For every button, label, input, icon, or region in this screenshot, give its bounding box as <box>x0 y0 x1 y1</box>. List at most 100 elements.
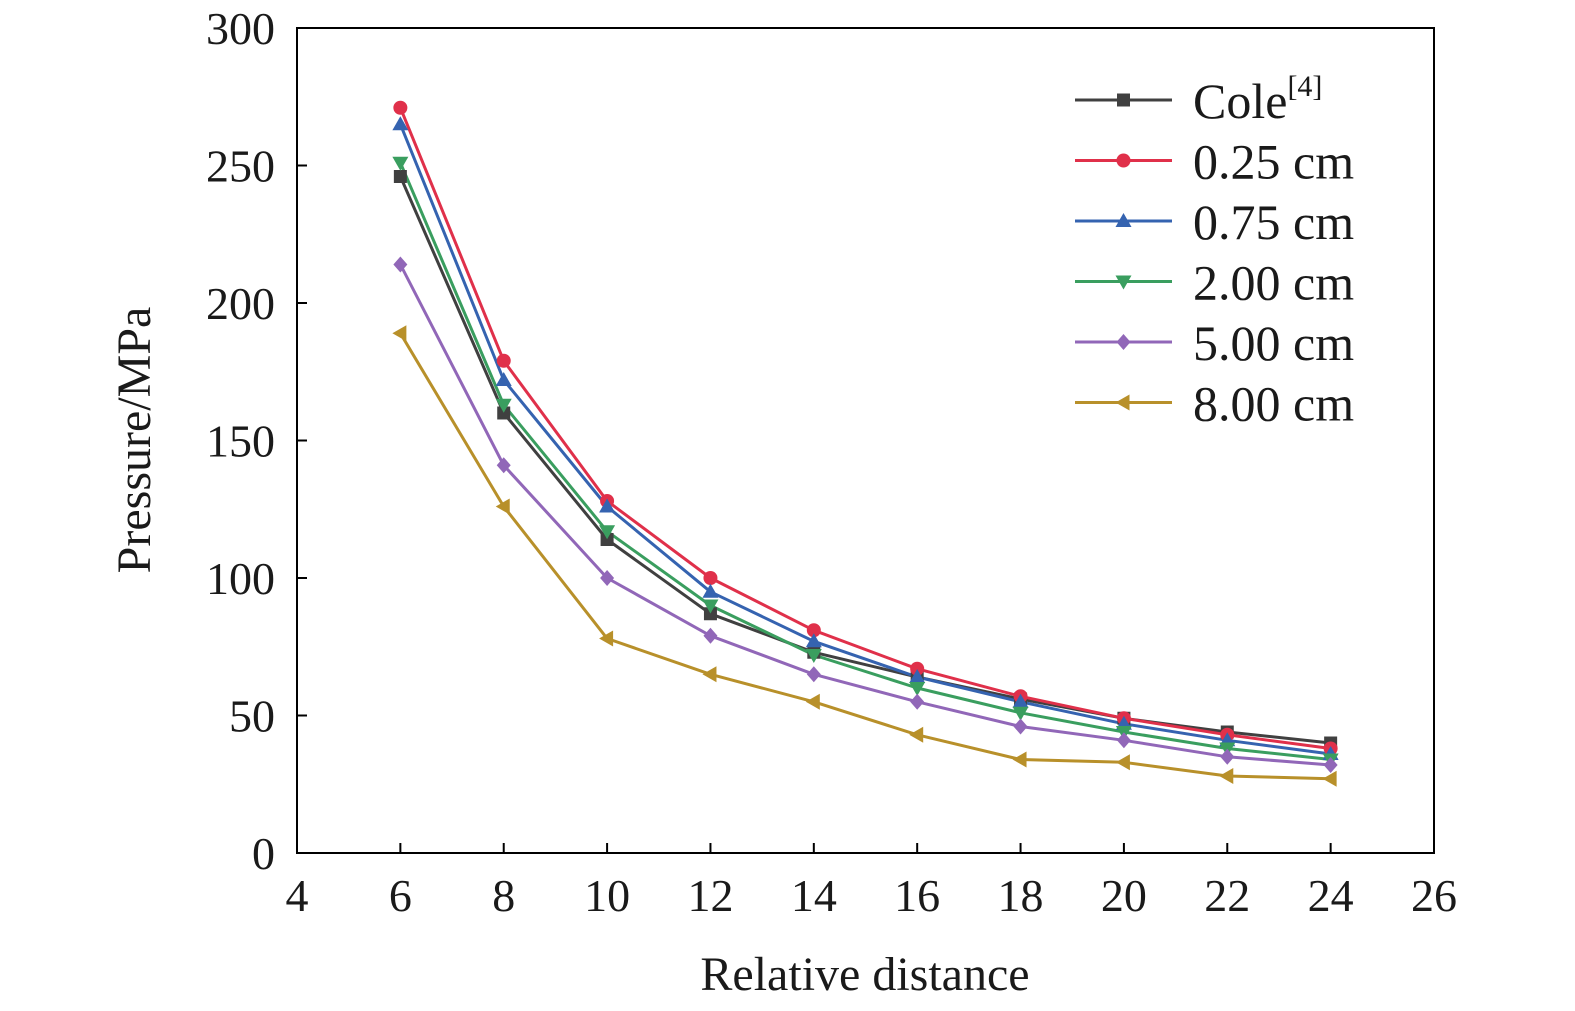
series-line-1 <box>399 107 1331 750</box>
y-tick-label: 50 <box>229 691 275 742</box>
y-tick-label: 200 <box>206 278 275 329</box>
data-point <box>495 498 510 515</box>
x-axis-title: Relative distance <box>700 948 1029 1001</box>
data-point <box>702 666 717 683</box>
data-point <box>702 583 719 598</box>
x-tick-label: 6 <box>389 870 412 921</box>
y-axis: 0 50 100 150 200 250 300 <box>206 3 307 879</box>
data-point <box>1115 754 1130 771</box>
data-point <box>600 533 614 546</box>
legend-label: 5.00 cm <box>1193 315 1354 371</box>
series-lines <box>399 107 1331 781</box>
legend-label-superscript: [4] <box>1287 70 1322 103</box>
series-line-5 <box>399 332 1331 781</box>
x-tick-label: 12 <box>687 870 733 921</box>
data-point <box>702 599 719 614</box>
x-tick-label: 4 <box>286 870 309 921</box>
x-tick-label: 16 <box>894 870 940 921</box>
x-tick-label: 22 <box>1204 870 1250 921</box>
data-point <box>805 633 822 648</box>
data-point <box>496 353 511 368</box>
y-tick-label: 150 <box>206 416 275 467</box>
legend-label: 0.75 cm <box>1193 194 1354 250</box>
legend-marker <box>1115 394 1130 411</box>
data-point <box>496 457 511 474</box>
legend-item: 5.00 cm <box>1075 315 1354 371</box>
data-point <box>909 726 924 743</box>
y-tick-label: 100 <box>206 553 275 604</box>
data-point <box>599 498 616 513</box>
data-point <box>497 406 511 420</box>
data-point <box>393 170 407 183</box>
data-point <box>495 398 512 413</box>
legend-marker <box>1117 93 1130 107</box>
data-point <box>1012 693 1029 708</box>
data-point <box>703 571 718 585</box>
data-point <box>1116 732 1131 749</box>
data-point <box>1220 748 1235 765</box>
data-point <box>806 623 821 638</box>
legend-item: 2.00 cm <box>1075 255 1354 311</box>
legend-label: Cole[4] <box>1193 70 1322 129</box>
data-point <box>910 661 925 676</box>
legend-marker <box>1115 213 1132 227</box>
x-axis: 4 6 8 10 12 14 16 18 20 22 24 26 <box>286 843 1457 921</box>
data-point <box>1012 751 1027 768</box>
data-point <box>909 682 926 696</box>
data-point <box>805 649 822 663</box>
data-point <box>703 607 717 621</box>
x-tick-label: 8 <box>492 870 515 921</box>
x-tick-label: 20 <box>1101 870 1147 921</box>
legend-label-text: Cole <box>1193 73 1287 129</box>
legend-label: 0.25 cm <box>1193 134 1354 190</box>
data-point <box>600 570 615 586</box>
legend-marker <box>1115 275 1132 290</box>
x-tick-label: 24 <box>1308 870 1354 921</box>
legend-label-text: 0.25 cm <box>1193 134 1354 190</box>
legend-item: Cole[4] <box>1075 70 1322 129</box>
data-point <box>1219 768 1234 784</box>
data-point <box>910 693 925 710</box>
x-tick-label: 14 <box>791 870 837 921</box>
data-point <box>1322 770 1337 787</box>
legend-marker <box>1116 153 1131 168</box>
legend-label: 8.00 cm <box>1193 376 1354 432</box>
x-tick-label: 18 <box>998 870 1044 921</box>
data-point <box>393 256 408 273</box>
data-point <box>495 372 512 386</box>
data-point <box>909 669 926 683</box>
data-point <box>805 693 820 710</box>
series-line-2 <box>399 123 1331 756</box>
legend-marker <box>1116 334 1131 350</box>
series-markers <box>392 100 1339 787</box>
data-point <box>392 325 407 342</box>
y-tick-label: 0 <box>252 828 275 879</box>
legend-item: 0.75 cm <box>1075 194 1354 250</box>
data-point <box>392 116 409 131</box>
x-tick-label: 26 <box>1411 870 1457 921</box>
data-point <box>392 156 409 171</box>
data-point <box>393 100 408 115</box>
legend-label-text: 8.00 cm <box>1193 376 1354 432</box>
data-point <box>703 627 718 644</box>
data-point <box>1012 706 1029 721</box>
legend-label-text: 5.00 cm <box>1193 315 1354 371</box>
y-axis-title: Pressure/MPa <box>108 307 161 574</box>
series-line-4 <box>399 263 1331 767</box>
legend-item: 8.00 cm <box>1075 376 1354 432</box>
x-tick-label: 10 <box>584 870 630 921</box>
legend-label-text: 0.75 cm <box>1193 194 1354 250</box>
legend-item: 0.25 cm <box>1075 134 1354 190</box>
legend-label: 2.00 cm <box>1193 255 1354 311</box>
series-line-3 <box>399 162 1331 761</box>
data-point <box>1013 718 1028 735</box>
legend-label-text: 2.00 cm <box>1193 255 1354 311</box>
data-point <box>599 525 616 540</box>
y-tick-label: 250 <box>206 141 275 192</box>
y-tick-label: 300 <box>206 3 275 54</box>
legend: Cole[4]0.25 cm0.75 cm2.00 cm5.00 cm8.00 … <box>1075 70 1354 432</box>
data-point <box>806 666 821 683</box>
data-point <box>1323 757 1338 773</box>
